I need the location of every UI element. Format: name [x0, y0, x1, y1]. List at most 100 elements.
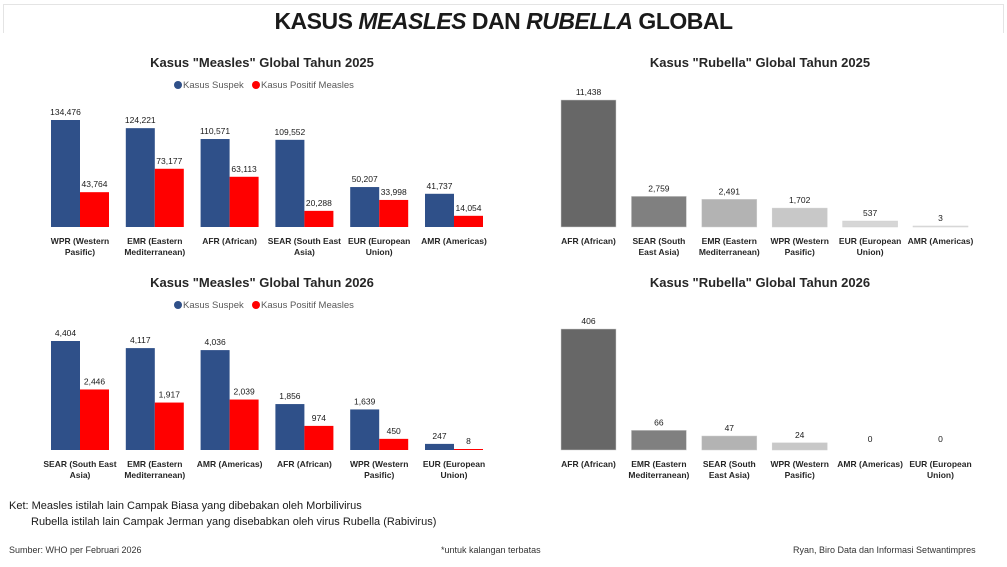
measles2026-category-label: Pasific) [364, 470, 394, 480]
bar-rubella [631, 430, 687, 451]
legend-marker-suspek [174, 81, 182, 89]
data-label: 3 [938, 213, 943, 223]
measles2025-category-label: EMR (Eastern [127, 236, 182, 246]
measles2026-category-label: SEAR (South East [43, 459, 116, 469]
legend-marker-positif [252, 81, 260, 89]
restricted-text: *untuk kalangan terbatas [441, 545, 541, 555]
data-label: 47 [725, 423, 735, 433]
bar-suspek [125, 348, 155, 450]
measles2026-category-label: WPR (Western [350, 459, 408, 469]
bar-suspek [275, 404, 305, 450]
title-part: DAN [466, 8, 527, 34]
data-label: 14,054 [456, 203, 482, 213]
measles2025-category-label: EUR (European [348, 236, 410, 246]
measles2026-category-label: EMR (Eastern [127, 459, 182, 469]
bar-suspek [425, 193, 454, 227]
legend-label-suspek: Kasus Suspek [183, 80, 244, 91]
title-part: KASUS [274, 8, 359, 34]
rubella2025-category-label: East Asia) [639, 247, 680, 257]
measles2026-category-label: AFR (African) [277, 459, 332, 469]
data-label: 20,288 [306, 198, 332, 208]
title-part-measles: MEASLES [358, 8, 467, 34]
data-label: 0 [868, 434, 873, 444]
rubella2026-category-label: EUR (European [909, 459, 971, 469]
measles2026-category-label: Union) [441, 470, 468, 480]
bar-rubella [560, 99, 617, 228]
rubella2025-title: Kasus "Rubella" Global Tahun 2025 [650, 55, 870, 70]
bar-positif [304, 425, 334, 450]
measles2025-category-label: SEAR (South East [268, 236, 341, 246]
bar-positif [154, 402, 184, 450]
legend-marker-suspek [174, 301, 182, 309]
rubella2026-category-label: East Asia) [709, 470, 750, 480]
rubella2025-category-label: AFR (African) [561, 236, 616, 246]
bar-rubella [771, 207, 828, 228]
data-label: 247 [432, 431, 446, 441]
data-label: 406 [581, 316, 595, 326]
rubella2026-category-label: Union) [927, 470, 954, 480]
bar-suspek [200, 139, 230, 227]
bar-suspek [51, 341, 80, 450]
bar-suspek [425, 443, 454, 450]
bar-rubella [771, 442, 828, 451]
note-measles: Ket: Measles istilah lain Campak Biasa y… [9, 500, 362, 512]
data-label: 2,039 [233, 387, 255, 397]
bar-rubella [701, 435, 758, 451]
data-label: 1,639 [354, 396, 376, 406]
bar-positif [454, 215, 483, 227]
rubella2026-title: Kasus "Rubella" Global Tahun 2026 [650, 275, 870, 290]
legend-label-positif: Kasus Positif Measles [261, 80, 354, 91]
title-frame [3, 4, 1004, 33]
measles2025-category-label: AMR (Americas) [421, 236, 487, 246]
bar-rubella [842, 220, 898, 228]
bar-positif [154, 168, 184, 227]
data-label: 4,117 [130, 335, 151, 345]
bar-positif [454, 449, 483, 450]
data-label: 50,207 [352, 174, 378, 184]
data-label: 24 [795, 430, 805, 440]
bar-rubella [912, 225, 969, 228]
legend-label-positif: Kasus Positif Measles [261, 300, 354, 311]
legend-marker-positif [252, 301, 260, 309]
rubella2025-category-label: SEAR (South [632, 236, 685, 246]
bar-positif [80, 389, 109, 450]
measles2025-title: Kasus "Measles" Global Tahun 2025 [150, 55, 374, 70]
note-rubella: Rubella istilah lain Campak Jerman yang … [31, 516, 437, 528]
bar-rubella [701, 199, 758, 228]
data-label: 1,702 [789, 195, 811, 205]
rubella2025-category-label: Union) [857, 247, 884, 257]
bar-suspek [200, 350, 230, 450]
data-label: 8 [466, 436, 471, 446]
bar-suspek [350, 187, 380, 227]
measles2026-category-label: EUR (European [423, 459, 485, 469]
rubella2025-category-label: WPR (Western [770, 236, 828, 246]
data-label: 41,737 [427, 181, 453, 191]
bar-positif [80, 192, 109, 227]
title-part: GLOBAL [632, 8, 733, 34]
rubella2026-category-label: EMR (Eastern [631, 459, 686, 469]
data-label: 4,036 [204, 337, 226, 347]
measles2025-category-label: WPR (Western [51, 236, 109, 246]
bar-rubella [631, 196, 687, 228]
data-label: 974 [312, 413, 326, 423]
bar-suspek [275, 139, 305, 227]
source-text: Sumber: WHO per Februari 2026 [9, 545, 142, 555]
title-part-rubella: RUBELLA [526, 8, 633, 34]
data-label: 66 [654, 417, 664, 427]
data-label: 4,404 [55, 328, 77, 338]
data-label: 2,446 [84, 376, 106, 386]
measles2026-title: Kasus "Measles" Global Tahun 2026 [150, 275, 374, 290]
rubella2026-category-label: AFR (African) [561, 459, 616, 469]
rubella2026-category-label: Mediterranean) [628, 470, 689, 480]
rubella2025-category-label: Mediterranean) [699, 247, 760, 257]
legend-label-suspek: Kasus Suspek [183, 300, 244, 311]
data-label: 0 [938, 434, 943, 444]
rubella2025-category-label: EMR (Eastern [702, 236, 757, 246]
measles2025-category-label: Asia) [294, 247, 315, 257]
data-label: 73,177 [156, 156, 182, 166]
data-label: 1,917 [159, 390, 181, 400]
bar-suspek [125, 128, 155, 227]
data-label: 109,552 [275, 127, 306, 137]
data-label: 450 [387, 426, 401, 436]
